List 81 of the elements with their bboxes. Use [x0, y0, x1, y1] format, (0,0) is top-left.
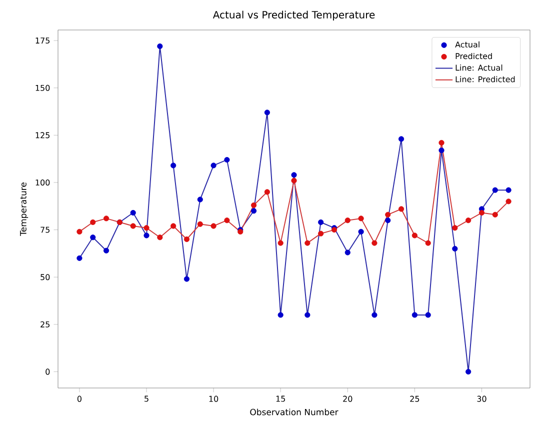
x-tick-label: 15: [276, 396, 285, 402]
y-tick-label: 25: [40, 321, 50, 328]
point: [412, 232, 418, 238]
point: [210, 223, 216, 229]
chart-title: Actual vs Predicted Temperature: [212, 10, 375, 20]
x-tick-label: 5: [144, 396, 148, 402]
point: [224, 218, 230, 224]
point: [197, 221, 203, 227]
y-tick-label: 50: [40, 274, 50, 280]
legend-label: Line: Actual: [456, 64, 502, 71]
point: [90, 234, 96, 240]
legend-label: Actual: [455, 41, 480, 48]
y-axis-title: Temperature: [20, 182, 28, 236]
point: [466, 368, 472, 375]
point: [250, 208, 257, 214]
point: [76, 255, 82, 261]
legend-label: Predicted: [456, 52, 492, 60]
point: [318, 230, 324, 236]
point: [492, 187, 498, 193]
x-tick-label: 30: [477, 396, 486, 402]
point: [372, 312, 378, 318]
point: [344, 218, 350, 224]
y-tick-label: 150: [36, 84, 50, 91]
point: [103, 248, 110, 254]
point: [304, 240, 310, 246]
point: [385, 212, 391, 218]
point: [170, 223, 176, 229]
point: [184, 236, 190, 242]
point: [452, 225, 458, 231]
x-axis-title: Observation Number: [250, 408, 338, 416]
point: [425, 240, 431, 246]
point: [506, 187, 512, 193]
point: [224, 156, 230, 163]
y-tick-label: 125: [36, 132, 50, 138]
point: [264, 110, 270, 116]
y-tick-label: 175: [36, 38, 50, 44]
point: [398, 206, 404, 212]
point: [130, 223, 136, 229]
point: [466, 218, 472, 224]
point: [157, 43, 163, 50]
point: [250, 202, 257, 208]
y-tick-label: 100: [36, 179, 50, 186]
point: [344, 250, 350, 256]
point: [438, 148, 444, 154]
point: [385, 218, 391, 224]
point: [184, 276, 190, 282]
legend-label: Line: Predicted: [456, 76, 515, 82]
point: [452, 246, 458, 252]
point: [210, 162, 216, 168]
point: [318, 219, 324, 226]
point: [197, 196, 203, 202]
point: [291, 178, 297, 184]
point: [304, 312, 310, 318]
point: [170, 162, 176, 168]
point: [278, 312, 284, 318]
x-tick-label: 0: [77, 396, 82, 402]
point: [506, 198, 512, 204]
x-tick-label: 10: [209, 396, 218, 402]
point: [438, 140, 444, 146]
point: [130, 210, 136, 216]
point: [412, 312, 418, 318]
x-tick-label: 20: [343, 396, 352, 402]
point: [90, 219, 96, 226]
y-tick-label: 75: [40, 226, 50, 233]
point: [492, 212, 498, 218]
point: [291, 172, 297, 178]
x-tick-label: 25: [410, 396, 420, 402]
point: [358, 228, 364, 234]
point: [144, 232, 150, 238]
point: [398, 136, 404, 142]
point: [425, 312, 431, 318]
point: [264, 189, 270, 195]
point: [478, 210, 485, 216]
point: [278, 240, 284, 246]
y-tick-label: 0: [46, 368, 50, 375]
point: [76, 228, 82, 234]
point: [157, 234, 163, 240]
point: [358, 216, 364, 222]
point: [372, 240, 378, 246]
point: [103, 216, 110, 222]
point: [144, 225, 150, 231]
